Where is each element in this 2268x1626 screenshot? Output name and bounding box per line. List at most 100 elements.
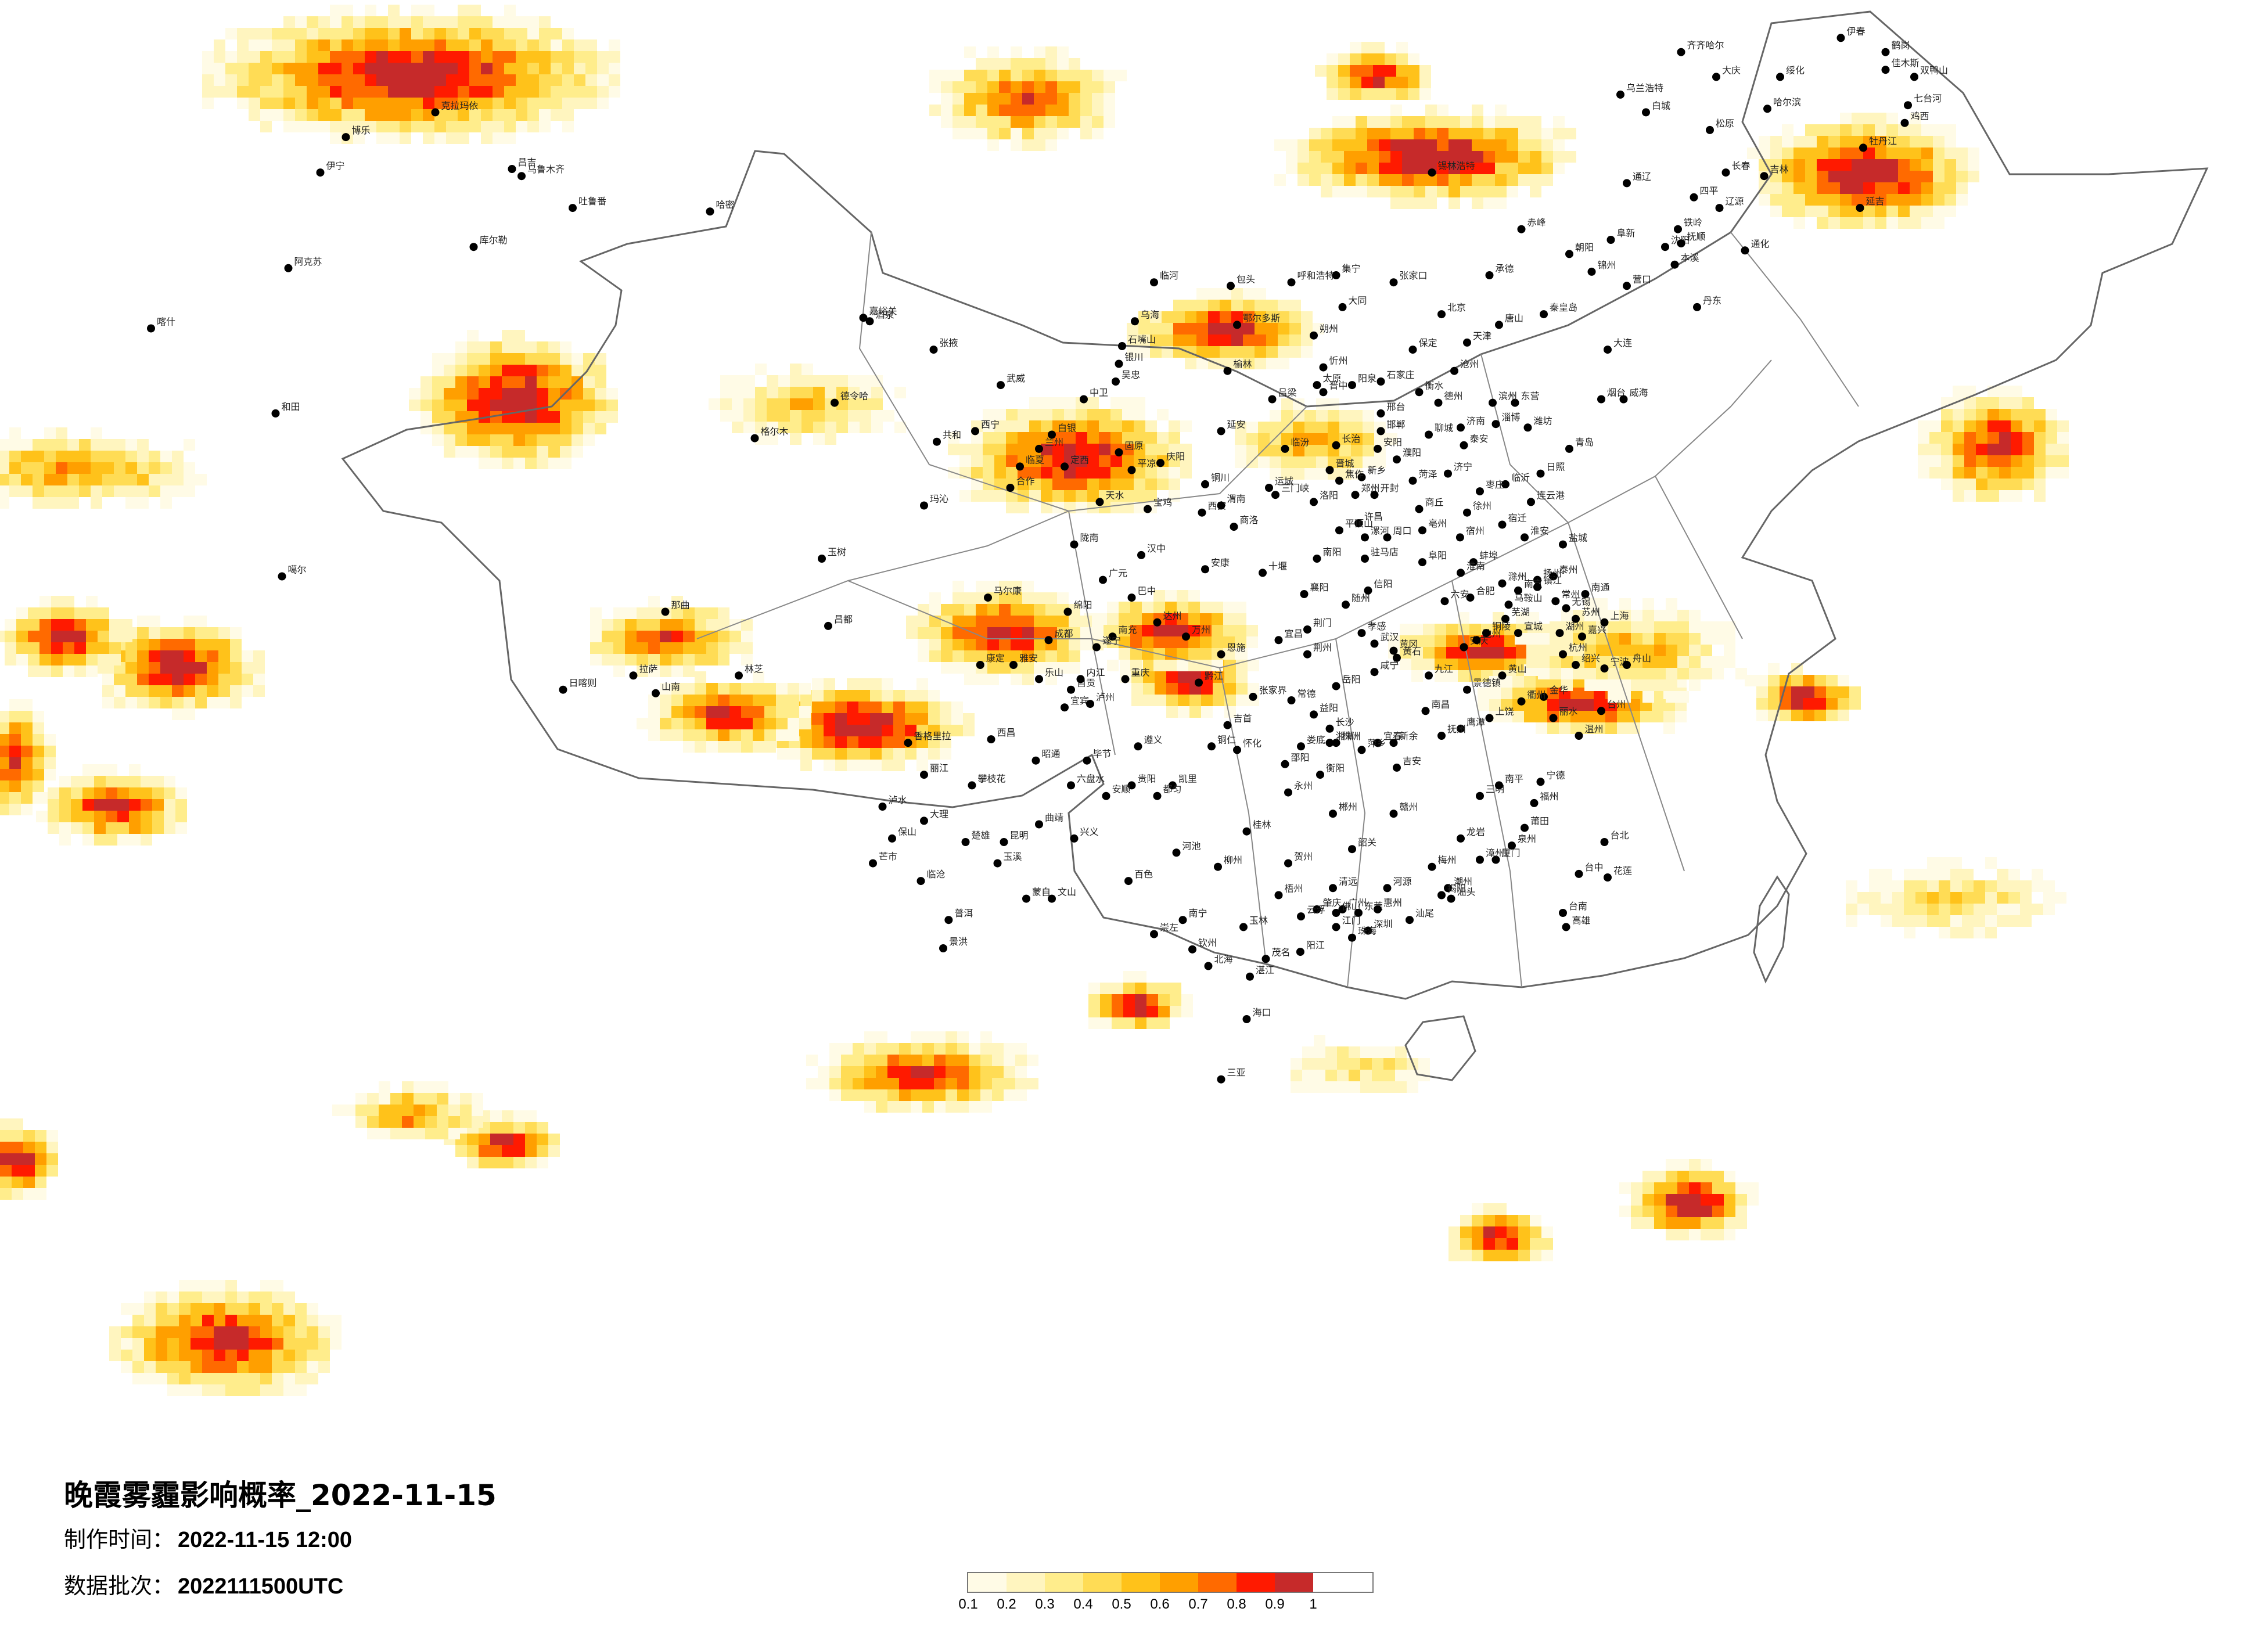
haze-cell (1654, 1217, 1666, 1229)
haze-cell (33, 757, 44, 769)
haze-cell (1119, 625, 1130, 636)
haze-cell (1122, 397, 1134, 409)
haze-cell (1131, 695, 1143, 706)
haze-cell (191, 1280, 202, 1292)
haze-cell (1122, 432, 1134, 444)
haze-cell (1974, 880, 1985, 892)
haze-cell (1351, 433, 1363, 445)
haze-cell (160, 451, 172, 462)
haze-cell (1235, 636, 1246, 648)
haze-cell (1828, 206, 1840, 217)
haze-cell (957, 1066, 969, 1078)
haze-cell (249, 51, 260, 63)
haze-cell (102, 439, 114, 451)
haze-cell (214, 1326, 225, 1338)
haze-cell (1964, 397, 1976, 409)
haze-cell (525, 411, 537, 423)
city-label: 重庆 (1131, 667, 1150, 678)
haze-cell (1640, 711, 1652, 722)
haze-cell (1814, 686, 1826, 698)
haze-cell (33, 734, 44, 746)
haze-cell (179, 1315, 191, 1326)
city-label: 临夏 (1026, 454, 1044, 465)
haze-cell (1208, 334, 1220, 346)
haze-cell (160, 497, 172, 509)
haze-cell (1363, 456, 1374, 468)
haze-cell (671, 607, 683, 619)
haze-cell (1015, 1055, 1027, 1066)
haze-cell (2008, 892, 2020, 904)
haze-cell (237, 1292, 249, 1303)
haze-cell (1530, 186, 1541, 197)
haze-cell (1756, 686, 1768, 698)
haze-cell (125, 439, 137, 451)
haze-cell (1041, 409, 1052, 420)
haze-cell (1805, 182, 1817, 194)
haze-cell (1122, 455, 1134, 467)
haze-cell (946, 1066, 957, 1078)
haze-cell (1460, 1250, 1472, 1261)
haze-cell (1495, 174, 1507, 186)
haze-cell (1200, 660, 1212, 671)
haze-cell (1134, 479, 1145, 490)
haze-cell (994, 409, 1006, 420)
haze-cell (249, 1315, 260, 1326)
city-label: 辽源 (1726, 196, 1744, 207)
city-label: 黄冈 (1400, 639, 1418, 650)
haze-cell (1402, 128, 1414, 139)
haze-cell (1472, 1203, 1483, 1215)
city-marker (1115, 448, 1123, 456)
haze-cell (513, 353, 525, 365)
city-label: 十堰 (1268, 560, 1287, 571)
haze-cell (1396, 42, 1408, 53)
haze-cell (1666, 691, 1677, 703)
haze-cell (1258, 433, 1270, 445)
haze-cell (1518, 1250, 1530, 1261)
city-marker (1498, 579, 1507, 588)
haze-cell (91, 485, 102, 497)
haze-cell (94, 787, 106, 799)
city-marker (1112, 377, 1120, 386)
haze-cell (330, 63, 342, 74)
haze-cell (1985, 927, 1997, 938)
city-label: 泸州 (1096, 692, 1115, 703)
haze-cell (870, 736, 882, 748)
haze-cell (1608, 645, 1619, 656)
haze-cell (1411, 624, 1423, 635)
haze-cell (1875, 206, 1886, 217)
haze-cell (1768, 698, 1780, 710)
haze-cell (741, 654, 753, 665)
haze-cell (1929, 432, 1941, 444)
haze-cell (1414, 163, 1425, 174)
city-marker (1661, 243, 1669, 251)
haze-cell (1196, 334, 1208, 346)
city-label: 泉州 (1518, 833, 1536, 844)
haze-cell (1224, 671, 1236, 683)
haze-cell (841, 1089, 853, 1101)
haze-cell (513, 434, 525, 446)
haze-cell (905, 748, 916, 760)
haze-cell (167, 1292, 179, 1303)
haze-cell (1869, 904, 1881, 915)
haze-cell (1386, 433, 1397, 445)
haze-cell (479, 434, 490, 446)
haze-cell (1022, 627, 1034, 639)
haze-cell (813, 422, 825, 433)
haze-cell (882, 702, 893, 713)
haze-cell (899, 1066, 911, 1078)
city-label: 锡林浩特 (1438, 160, 1475, 171)
haze-cell (1493, 612, 1504, 624)
haze-cell (1886, 159, 1898, 171)
haze-cell (479, 365, 490, 376)
haze-cell (976, 616, 987, 627)
haze-cell (1805, 124, 1817, 136)
haze-cell (67, 451, 79, 462)
haze-cell (1004, 1078, 1015, 1089)
city-marker (1127, 466, 1136, 474)
haze-cell (179, 1338, 191, 1350)
haze-cell (548, 423, 560, 434)
city-label: 张家口 (1400, 270, 1428, 281)
city-marker (1776, 73, 1784, 81)
haze-cell (458, 63, 469, 74)
haze-cell (753, 695, 764, 706)
